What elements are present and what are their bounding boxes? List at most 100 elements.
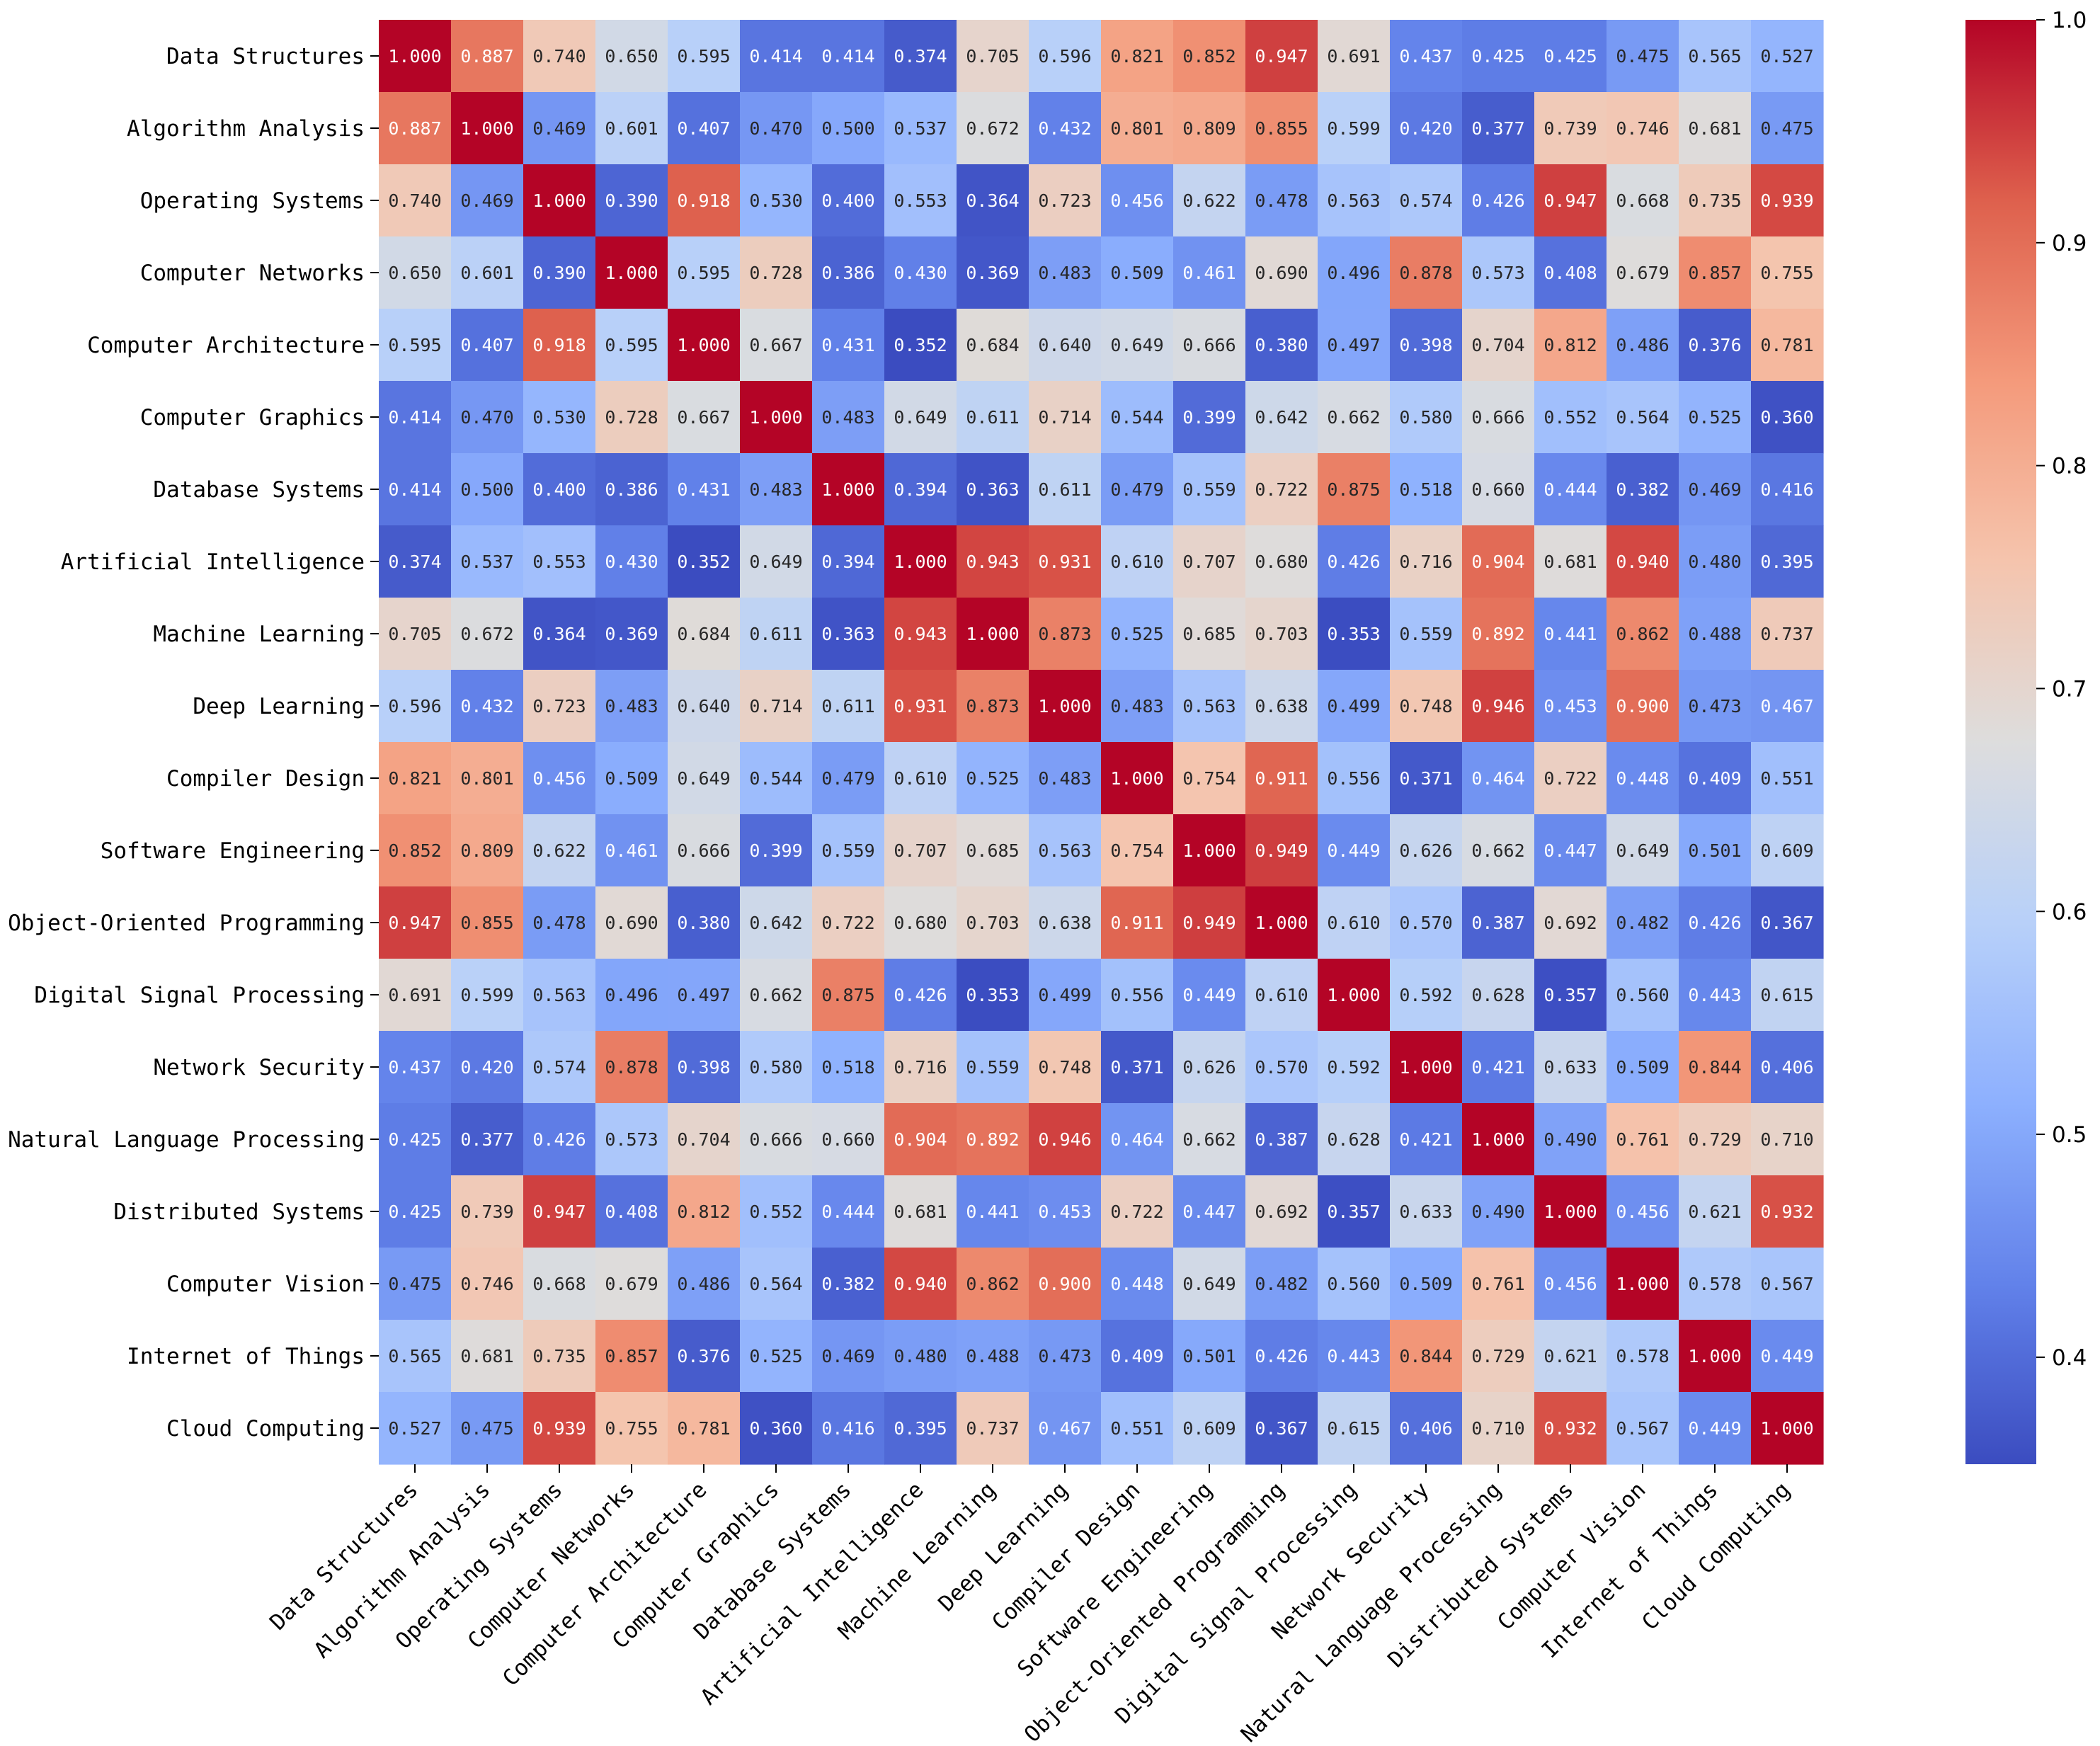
heatmap-cell-value: 0.707 xyxy=(894,840,947,861)
heatmap-cell-value: 0.486 xyxy=(677,1274,730,1294)
heatmap-cell xyxy=(740,381,813,454)
heatmap-cell xyxy=(1751,598,1824,671)
heatmap-cell xyxy=(1318,20,1391,93)
heatmap-cell xyxy=(1607,1392,1679,1465)
heatmap-cell xyxy=(379,670,452,743)
heatmap-cell-value: 0.444 xyxy=(821,1202,874,1222)
y-tick-label: Algorithm Analysis xyxy=(127,116,365,142)
heatmap-cell xyxy=(1390,309,1463,382)
heatmap-cell-value: 0.380 xyxy=(677,913,730,933)
heatmap-cell xyxy=(957,453,1029,526)
heatmap-cell xyxy=(1318,670,1391,743)
heatmap-cell-value: 0.748 xyxy=(1399,696,1452,717)
heatmap-cell-value: 0.755 xyxy=(1760,263,1813,283)
heatmap-cell xyxy=(884,670,957,743)
colorbar: 0.4 0.5 0.6 0.7 0.8 0.9 1.0 xyxy=(1965,8,2087,1464)
heatmap-cell xyxy=(1029,1320,1102,1393)
heatmap-cell-value: 0.610 xyxy=(894,768,947,789)
heatmap-cell xyxy=(523,1031,596,1104)
heatmap-cell xyxy=(668,814,741,887)
heatmap-cell xyxy=(1751,1031,1824,1104)
heatmap-cell-value: 0.409 xyxy=(1688,768,1741,789)
heatmap-cell-value: 1.000 xyxy=(1327,985,1380,1005)
heatmap-cell-value: 0.875 xyxy=(1327,479,1380,500)
heatmap-cell-value: 0.649 xyxy=(894,407,947,428)
heatmap-cell-value: 0.563 xyxy=(1327,190,1380,211)
x-tick-label: Object-Oriented Programming xyxy=(1020,1477,1290,1743)
heatmap-cell-value: 0.461 xyxy=(605,840,658,861)
heatmap-cell-value: 0.642 xyxy=(749,913,802,933)
heatmap-cell xyxy=(379,1031,452,1104)
heatmap-cell-value: 0.684 xyxy=(966,335,1019,355)
heatmap-cell xyxy=(379,1103,452,1176)
heatmap-cell xyxy=(1245,381,1318,454)
heatmap-cell-value: 0.565 xyxy=(1688,46,1741,67)
heatmap-cell xyxy=(884,381,957,454)
heatmap-cell-value: 0.367 xyxy=(1760,913,1813,933)
heatmap-cell xyxy=(1318,381,1391,454)
heatmap-cell-value: 0.499 xyxy=(1327,696,1380,717)
heatmap-cell xyxy=(812,670,885,743)
heatmap-cell-value: 0.887 xyxy=(388,118,441,139)
heatmap-cell xyxy=(1245,814,1318,887)
heatmap-cell-value: 0.430 xyxy=(894,263,947,283)
heatmap-cell-value: 0.425 xyxy=(1471,46,1524,67)
heatmap-cell xyxy=(1534,20,1607,93)
heatmap-cell-value: 0.939 xyxy=(532,1418,586,1439)
heatmap-cell-value: 0.611 xyxy=(821,696,874,717)
heatmap-cell xyxy=(1390,381,1463,454)
heatmap-cell xyxy=(1173,1248,1246,1320)
x-tick-label: Deep Learning xyxy=(934,1477,1073,1616)
heatmap-cell xyxy=(1679,814,1752,887)
heatmap-cell xyxy=(523,1175,596,1248)
heatmap-cell xyxy=(1462,20,1535,93)
heatmap-cell-value: 0.728 xyxy=(749,263,802,283)
heatmap-cell-value: 0.382 xyxy=(1616,479,1669,500)
heatmap-cell xyxy=(523,1320,596,1393)
heatmap-cell-value: 0.801 xyxy=(1110,118,1163,139)
heatmap-cell xyxy=(1318,1248,1391,1320)
heatmap-cell xyxy=(1462,886,1535,959)
heatmap-cell xyxy=(523,92,596,165)
heatmap-cell-value: 0.483 xyxy=(1110,696,1163,717)
heatmap-cell xyxy=(1462,742,1535,815)
heatmap-cell-value: 0.488 xyxy=(1688,624,1741,644)
heatmap-cell-value: 0.360 xyxy=(749,1418,802,1439)
heatmap-cell xyxy=(957,886,1029,959)
heatmap-cell xyxy=(379,453,452,526)
heatmap-cell-value: 0.761 xyxy=(1616,1129,1669,1150)
heatmap-cell xyxy=(1751,525,1824,598)
heatmap-cell xyxy=(1245,1031,1318,1104)
heatmap-cell xyxy=(1534,1031,1607,1104)
heatmap-cell xyxy=(1029,814,1102,887)
heatmap-cell-value: 0.862 xyxy=(1616,624,1669,644)
heatmap-cell-value: 0.544 xyxy=(749,768,802,789)
heatmap-cell-value: 0.387 xyxy=(1471,913,1524,933)
heatmap-cell-value: 0.892 xyxy=(966,1129,1019,1150)
heatmap-cell-value: 0.556 xyxy=(1327,768,1380,789)
heatmap-cell-value: 0.486 xyxy=(1616,335,1669,355)
heatmap-cell-value: 1.000 xyxy=(388,46,441,67)
heatmap-cell xyxy=(1173,1392,1246,1465)
heatmap-cell xyxy=(1390,20,1463,93)
heatmap-cell xyxy=(379,742,452,815)
heatmap-cell-value: 0.723 xyxy=(532,696,586,717)
heatmap-cell xyxy=(1534,670,1607,743)
y-tick-label: Software Engineering xyxy=(101,838,365,864)
heatmap-cell xyxy=(1245,886,1318,959)
heatmap-cell xyxy=(1751,959,1824,1032)
heatmap-cell-value: 0.483 xyxy=(821,407,874,428)
heatmap-cell xyxy=(1751,309,1824,382)
heatmap-cell-value: 0.662 xyxy=(749,985,802,1005)
heatmap-cell-value: 0.704 xyxy=(1471,335,1524,355)
heatmap-cell xyxy=(668,1320,741,1393)
heatmap-cell xyxy=(812,814,885,887)
heatmap-cell xyxy=(1534,1392,1607,1465)
heatmap-cell-value: 0.565 xyxy=(388,1346,441,1366)
heatmap-cell-value: 0.638 xyxy=(1038,913,1091,933)
heatmap-cell xyxy=(1390,886,1463,959)
heatmap-cell-value: 0.449 xyxy=(1182,985,1236,1005)
y-axis-tick-labels: Data Structures Algorithm Analysis Operati… xyxy=(8,44,379,1442)
heatmap-cell xyxy=(1390,525,1463,598)
heatmap-cell xyxy=(1607,814,1679,887)
